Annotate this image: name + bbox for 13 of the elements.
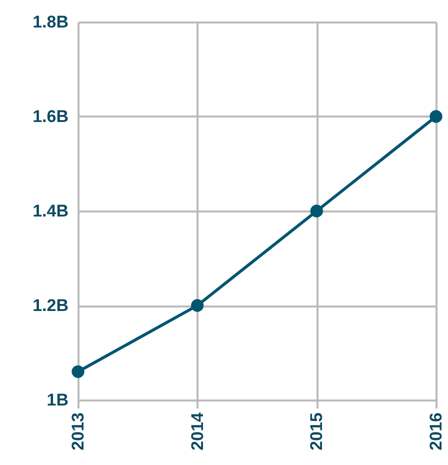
point (430, 110, 442, 123)
point (310, 204, 323, 218)
x-tick-label: 2014 (188, 412, 207, 450)
y-tick-label: 1.6B (32, 107, 68, 126)
x-tick-label: 2015 (307, 412, 326, 450)
y-tick-label: 1.4B (32, 202, 68, 220)
point (191, 299, 204, 312)
point (72, 365, 84, 378)
x-tick-label: 2013 (68, 412, 88, 450)
y-tick-label: 1B (46, 390, 68, 410)
y-tick-label: 1.2B (32, 296, 68, 315)
y-tick-label: 1.8B (32, 12, 68, 32)
x-tick-label: 2016 (426, 412, 446, 450)
